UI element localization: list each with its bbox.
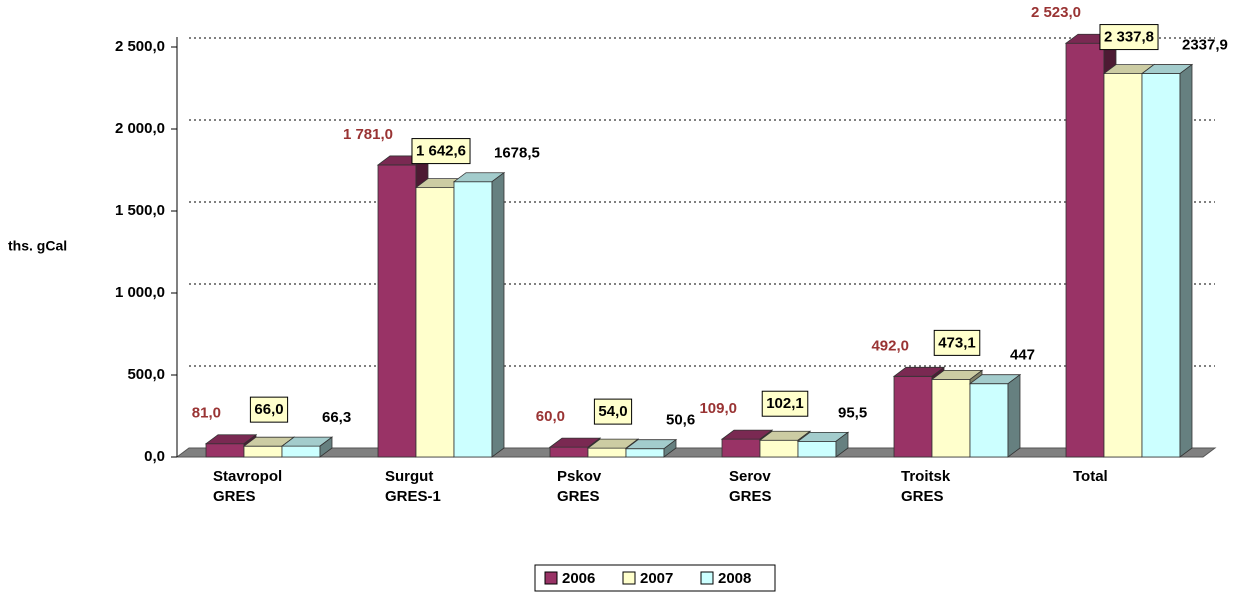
data-label: 66,0 (254, 401, 283, 418)
data-label: 66,3 (322, 409, 351, 426)
data-label: 50,6 (666, 412, 695, 429)
bar (549, 446, 589, 458)
bar (759, 439, 799, 458)
x-tick-label: Pskov GRES (557, 468, 602, 505)
data-label: 1 781,0 (343, 126, 393, 143)
bar-side (835, 431, 849, 458)
data-label-box (249, 396, 289, 423)
bar (931, 379, 971, 458)
legend-label: 2008 (718, 570, 751, 587)
data-label: 1678,5 (494, 145, 540, 162)
data-label-box (1099, 24, 1159, 51)
bar (243, 445, 283, 458)
y-tick-label: 500,0 (127, 366, 165, 383)
data-label: 1 642,6 (416, 143, 466, 160)
bar (1065, 42, 1105, 458)
legend-box (534, 564, 776, 592)
bar (415, 187, 455, 458)
data-label: 81,0 (192, 405, 221, 422)
bar (1103, 73, 1143, 458)
bar-side (1179, 63, 1193, 458)
x-tick-label: Troitsk GRES (901, 468, 951, 505)
bar-side (663, 438, 677, 458)
data-label: 2337,9 (1182, 37, 1228, 54)
data-label: 2 337,8 (1104, 29, 1154, 46)
legend-label: 2006 (562, 570, 595, 587)
data-label: 447 (1010, 347, 1035, 364)
y-tick-label: 0,0 (144, 448, 165, 465)
legend-label: 2007 (640, 570, 673, 587)
data-label: 60,0 (536, 408, 565, 425)
data-label-box (933, 329, 981, 356)
x-tick-label: Total (1073, 468, 1108, 485)
bar (205, 443, 245, 458)
legend-swatch (700, 571, 714, 585)
x-tick-label: Stavropol GRES (213, 468, 283, 505)
bar (377, 164, 417, 458)
bar-side (1007, 373, 1021, 458)
y-tick-label: 2 000,0 (115, 120, 165, 137)
bar-side (319, 436, 333, 458)
bar (893, 375, 933, 458)
bar (1141, 73, 1181, 458)
y-axis-label: ths. gCal (8, 238, 67, 254)
bar (969, 383, 1009, 458)
bar-side (491, 171, 505, 458)
data-label-box (593, 398, 633, 425)
y-tick-label: 1 500,0 (115, 202, 165, 219)
data-label: 102,1 (766, 395, 804, 412)
bar (281, 445, 321, 458)
data-label: 109,0 (699, 400, 737, 417)
data-label: 54,0 (598, 403, 627, 420)
legend-swatch (622, 571, 636, 585)
x-tick-label: Surgut GRES-1 (385, 468, 441, 505)
floor (175, 447, 1217, 458)
data-label: 2 523,0 (1031, 4, 1081, 21)
x-tick-label: Serov GRES (729, 468, 772, 505)
data-label-box (411, 138, 471, 165)
bar (721, 438, 761, 458)
bar (625, 448, 665, 458)
bar (797, 440, 837, 458)
y-tick-label: 1 000,0 (115, 284, 165, 301)
bar (453, 181, 493, 458)
y-tick-label: 2 500,0 (115, 38, 165, 55)
bar (587, 447, 627, 458)
data-label: 95,5 (838, 404, 867, 421)
data-label: 492,0 (871, 337, 909, 354)
data-label: 473,1 (938, 334, 976, 351)
data-label-box (761, 390, 809, 417)
legend-swatch (544, 571, 558, 585)
